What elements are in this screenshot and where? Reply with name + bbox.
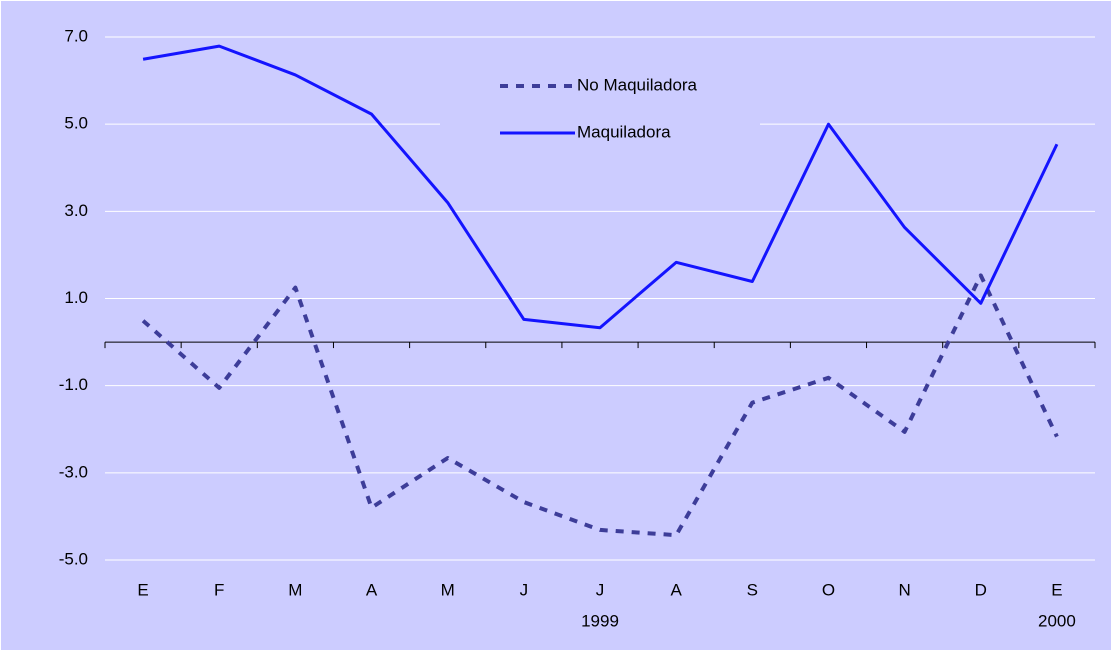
y-tick-label: -1.0	[59, 375, 88, 394]
y-tick-label: -3.0	[59, 462, 88, 481]
x-tick-label: D	[975, 580, 987, 599]
year-label: 1999	[581, 611, 619, 630]
legend-background	[440, 62, 760, 158]
y-tick-label: 1.0	[64, 288, 88, 307]
x-tick-label: E	[1051, 580, 1062, 599]
x-tick-label: A	[366, 580, 378, 599]
legend-label: Maquiladora	[577, 122, 671, 141]
x-tick-label: M	[288, 580, 302, 599]
series-line	[142, 44, 1059, 330]
y-tick-label: 3.0	[64, 201, 88, 220]
x-tick-label: J	[596, 580, 605, 599]
y-tick-label: 5.0	[64, 114, 88, 133]
y-tick-label: 7.0	[64, 26, 88, 45]
series-line	[141, 273, 1059, 538]
x-tick-label: O	[822, 580, 835, 599]
x-tick-label: A	[670, 580, 682, 599]
x-tick-label: F	[214, 580, 224, 599]
x-tick-label: J	[520, 580, 529, 599]
x-tick-label: N	[898, 580, 910, 599]
legend-label: No Maquiladora	[577, 75, 698, 94]
y-tick-label: -5.0	[59, 549, 88, 568]
x-tick-label: S	[747, 580, 758, 599]
year-label: 2000	[1038, 611, 1076, 630]
x-tick-label: E	[137, 580, 148, 599]
x-tick-label: M	[441, 580, 455, 599]
